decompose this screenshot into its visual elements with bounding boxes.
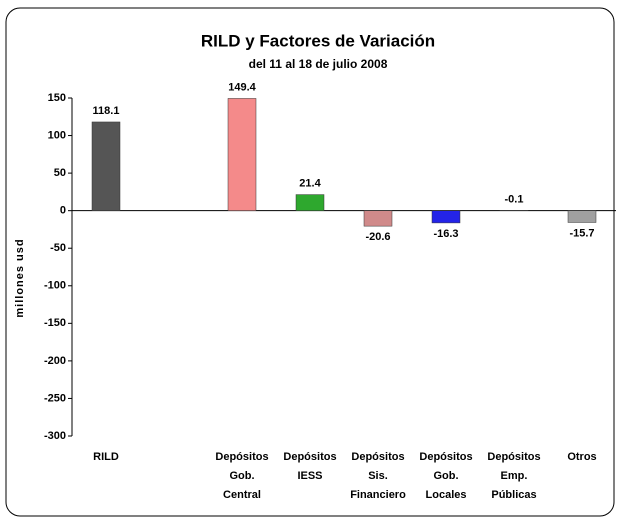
y-tick-label: -100 [44, 280, 66, 292]
y-axis-label: millones usd [14, 238, 26, 317]
x-tick-label: Gob. [229, 470, 254, 482]
x-tick-label: Depósitos [487, 451, 540, 463]
bar [227, 98, 257, 211]
x-tick-label: Depósitos [419, 451, 472, 463]
value-label: -15.7 [569, 227, 594, 239]
chart-title: RILD y Factores de Variación [201, 31, 435, 50]
value-label: 21.4 [299, 177, 321, 189]
bar [567, 210, 597, 223]
y-tick-label: -300 [44, 430, 66, 442]
x-tick-label: Públicas [491, 489, 536, 501]
value-label: 118.1 [93, 105, 120, 117]
chart-border [5, 7, 615, 517]
y-tick-label: -50 [50, 242, 66, 254]
x-tick-label: Financiero [350, 489, 406, 501]
x-tick-label: Sis. [368, 470, 388, 482]
y-tick-label: -200 [44, 355, 66, 367]
x-tick-label: RILD [93, 451, 119, 463]
x-tick-label: Depósitos [351, 451, 404, 463]
y-tick-label: -150 [44, 317, 66, 329]
x-tick-label: Otros [567, 451, 596, 463]
x-tick-label: Depósitos [215, 451, 268, 463]
y-tick-label: 150 [48, 92, 66, 104]
value-label: -20.6 [365, 231, 390, 243]
x-tick-label: Gob. [433, 470, 458, 482]
y-tick-label: -250 [44, 392, 66, 404]
x-tick-label: Emp. [501, 470, 528, 482]
x-tick-label: Central [223, 489, 261, 501]
y-tick-label: 100 [48, 129, 66, 141]
x-tick-label: Locales [426, 489, 467, 501]
value-label: 149.4 [228, 81, 256, 93]
x-tick-label: Depósitos [283, 451, 336, 463]
x-tick-label: IESS [297, 470, 322, 482]
bar [91, 121, 121, 211]
value-label: -0.1 [505, 194, 524, 206]
bar [363, 210, 393, 227]
y-tick-label: 0 [60, 205, 66, 217]
chart-subtitle: del 11 al 18 de julio 2008 [249, 57, 388, 71]
bar [431, 210, 461, 224]
value-label: -16.3 [433, 228, 458, 240]
y-tick-label: 50 [54, 167, 66, 179]
bar [295, 194, 325, 211]
